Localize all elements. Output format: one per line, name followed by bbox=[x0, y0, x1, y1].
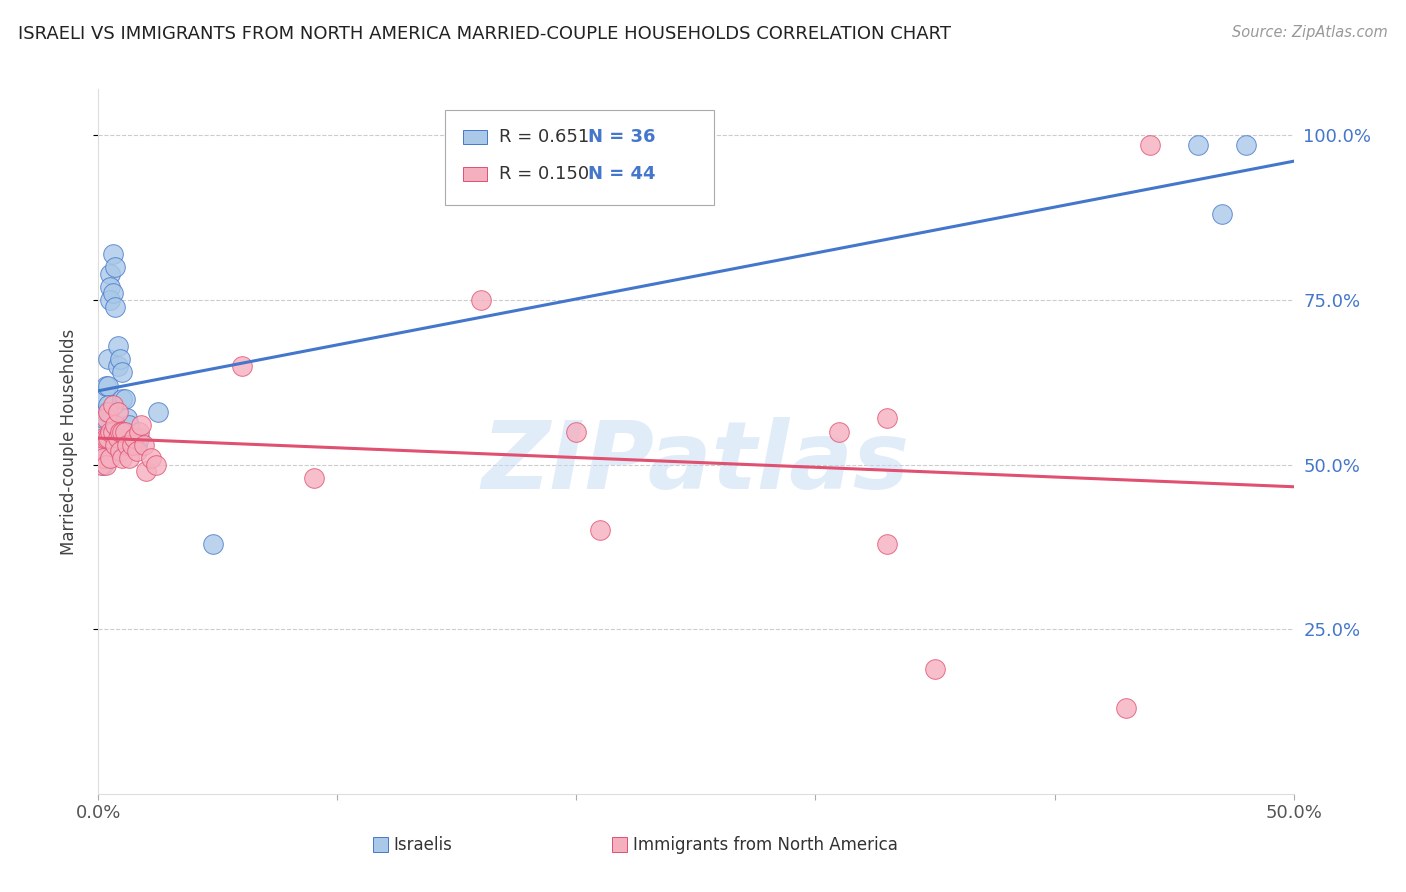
Point bbox=[91, 431, 114, 445]
Point bbox=[91, 450, 114, 465]
Point bbox=[131, 418, 153, 433]
Point bbox=[231, 359, 253, 373]
Y-axis label: Married-couple Households: Married-couple Households bbox=[59, 328, 77, 555]
Point bbox=[104, 418, 127, 433]
Point bbox=[118, 418, 141, 433]
Point bbox=[111, 425, 134, 439]
Text: Israelis: Israelis bbox=[394, 836, 453, 854]
Point bbox=[94, 450, 117, 465]
Point bbox=[125, 438, 148, 452]
Point bbox=[876, 411, 898, 425]
Point bbox=[470, 293, 492, 307]
Point bbox=[94, 378, 117, 392]
Point bbox=[1139, 138, 1161, 153]
Point bbox=[97, 405, 120, 419]
Point bbox=[1211, 207, 1233, 221]
Point bbox=[107, 405, 129, 419]
Point bbox=[97, 352, 120, 367]
Text: N = 44: N = 44 bbox=[589, 165, 657, 183]
Text: R = 0.150: R = 0.150 bbox=[499, 165, 589, 183]
Point bbox=[125, 444, 148, 458]
Point bbox=[128, 425, 150, 439]
Point bbox=[107, 431, 129, 445]
Point bbox=[107, 339, 129, 353]
Point bbox=[97, 398, 120, 412]
Point bbox=[104, 438, 127, 452]
Point bbox=[145, 458, 167, 472]
Point bbox=[589, 524, 612, 538]
Point bbox=[107, 359, 129, 373]
Point bbox=[90, 444, 112, 458]
Point bbox=[104, 260, 127, 274]
Point bbox=[91, 411, 114, 425]
Text: ZIPatlas: ZIPatlas bbox=[482, 417, 910, 508]
Point bbox=[90, 418, 112, 433]
Point bbox=[101, 286, 124, 301]
Point bbox=[108, 352, 131, 367]
Point bbox=[1234, 138, 1257, 153]
Point bbox=[121, 431, 143, 445]
Point bbox=[97, 431, 120, 445]
Point bbox=[139, 450, 162, 465]
Point bbox=[101, 398, 124, 412]
Point bbox=[90, 438, 112, 452]
Point bbox=[302, 471, 325, 485]
Point bbox=[98, 267, 122, 281]
Point bbox=[128, 431, 150, 445]
Point bbox=[90, 458, 112, 472]
Point bbox=[94, 431, 117, 445]
Text: R = 0.651: R = 0.651 bbox=[499, 128, 589, 146]
Point bbox=[104, 300, 127, 314]
Point bbox=[108, 444, 131, 458]
Text: N = 36: N = 36 bbox=[589, 128, 657, 146]
Point bbox=[101, 425, 124, 439]
Point bbox=[828, 425, 851, 439]
Text: ISRAELI VS IMMIGRANTS FROM NORTH AMERICA MARRIED-COUPLE HOUSEHOLDS CORRELATION C: ISRAELI VS IMMIGRANTS FROM NORTH AMERICA… bbox=[18, 25, 952, 43]
Point bbox=[111, 392, 134, 406]
Point bbox=[98, 450, 122, 465]
Point bbox=[91, 458, 114, 472]
Point bbox=[114, 392, 136, 406]
Point bbox=[565, 425, 588, 439]
FancyBboxPatch shape bbox=[463, 130, 486, 145]
Point bbox=[94, 411, 117, 425]
Point bbox=[202, 536, 225, 550]
FancyBboxPatch shape bbox=[613, 837, 627, 853]
Point bbox=[94, 431, 117, 445]
Point bbox=[135, 464, 157, 478]
Point bbox=[111, 450, 134, 465]
Point bbox=[121, 438, 143, 452]
FancyBboxPatch shape bbox=[374, 837, 388, 853]
Point bbox=[111, 365, 134, 379]
FancyBboxPatch shape bbox=[446, 111, 714, 205]
Point bbox=[97, 378, 120, 392]
Point bbox=[132, 438, 155, 452]
Point bbox=[118, 450, 141, 465]
Point bbox=[94, 458, 117, 472]
Point bbox=[91, 392, 114, 406]
Text: Source: ZipAtlas.com: Source: ZipAtlas.com bbox=[1232, 25, 1388, 40]
Point bbox=[924, 662, 946, 676]
Point bbox=[101, 247, 124, 261]
Point bbox=[108, 425, 131, 439]
Point bbox=[98, 293, 122, 307]
Point bbox=[98, 279, 122, 293]
Point bbox=[115, 411, 138, 425]
Point bbox=[124, 438, 146, 452]
Point bbox=[98, 425, 122, 439]
Point bbox=[876, 536, 898, 550]
Point bbox=[114, 425, 136, 439]
Point bbox=[115, 438, 138, 452]
Point bbox=[148, 405, 170, 419]
Point bbox=[1115, 701, 1137, 715]
Point bbox=[94, 405, 117, 419]
Point bbox=[1187, 138, 1209, 153]
Point bbox=[124, 431, 146, 445]
FancyBboxPatch shape bbox=[463, 167, 486, 181]
Text: Immigrants from North America: Immigrants from North America bbox=[633, 836, 897, 854]
